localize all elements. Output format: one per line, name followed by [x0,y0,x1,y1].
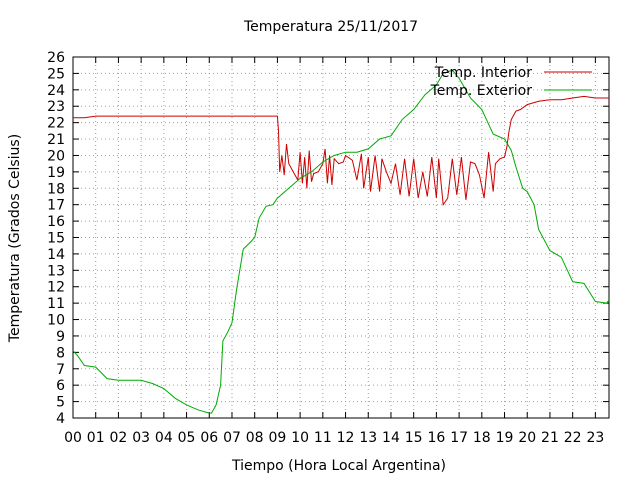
x-tick-label: 00 [64,430,82,446]
x-tick-label: 06 [200,430,218,446]
x-tick-label: 17 [450,430,468,446]
y-tick-label: 17 [47,198,65,214]
y-tick-label: 16 [47,214,65,230]
x-tick-label: 23 [586,430,604,446]
x-tick-label: 11 [314,430,332,446]
x-tick-label: 15 [405,430,423,446]
grid-layer [73,57,609,418]
x-tick-label: 01 [87,430,105,446]
y-tick-label: 13 [47,263,65,279]
x-tick-label: 10 [291,430,309,446]
x-tick-label: 08 [246,430,264,446]
y-tick-label: 11 [47,296,65,312]
y-tick-label: 5 [56,395,65,411]
x-tick-label: 21 [541,430,559,446]
x-tick-label: 07 [223,430,241,446]
y-tick-label: 6 [56,378,65,394]
x-tick-label: 18 [473,430,491,446]
series-layer [72,69,610,414]
legend-label: Temp. Interior [434,65,533,81]
y-tick-label: 26 [47,50,65,66]
y-tick-label: 24 [47,83,65,99]
chart-title: Temperatura 25/11/2017 [243,19,418,35]
tick-layer: 4567891011121314151617181920212223242526… [47,50,609,446]
x-tick-label: 20 [518,430,536,446]
y-tick-label: 9 [56,329,65,345]
series-line-interior [73,95,609,207]
x-tick-label: 19 [496,430,514,446]
y-tick-label: 15 [47,231,65,247]
x-axis-label: Tiempo (Hora Local Argentina) [231,458,446,474]
y-tick-label: 22 [47,116,65,132]
legend: Temp. Interior Temp. Exterior [430,65,592,99]
y-tick-label: 19 [47,165,65,181]
y-tick-label: 23 [47,99,65,115]
x-tick-label: 05 [178,430,196,446]
x-tick-label: 12 [337,430,355,446]
y-tick-label: 25 [47,66,65,82]
x-tick-label: 22 [564,430,582,446]
y-tick-label: 18 [47,181,65,197]
y-tick-label: 12 [47,280,65,296]
x-tick-label: 09 [268,430,286,446]
y-tick-label: 7 [56,362,65,378]
y-tick-label: 10 [47,313,65,329]
y-tick-label: 4 [56,411,65,427]
y-tick-label: 8 [56,345,65,361]
y-tick-label: 14 [47,247,65,263]
x-tick-label: 13 [359,430,377,446]
y-tick-label: 20 [47,148,65,164]
y-axis-label: Temperatura (Grados Celsius) [7,134,23,343]
legend-label: Temp. Exterior [430,83,533,99]
x-tick-label: 02 [110,430,128,446]
y-tick-label: 21 [47,132,65,148]
x-tick-label: 14 [382,430,400,446]
x-tick-label: 03 [132,430,150,446]
x-tick-label: 04 [155,430,173,446]
x-tick-label: 16 [427,430,445,446]
series-line-exterior [72,69,610,414]
